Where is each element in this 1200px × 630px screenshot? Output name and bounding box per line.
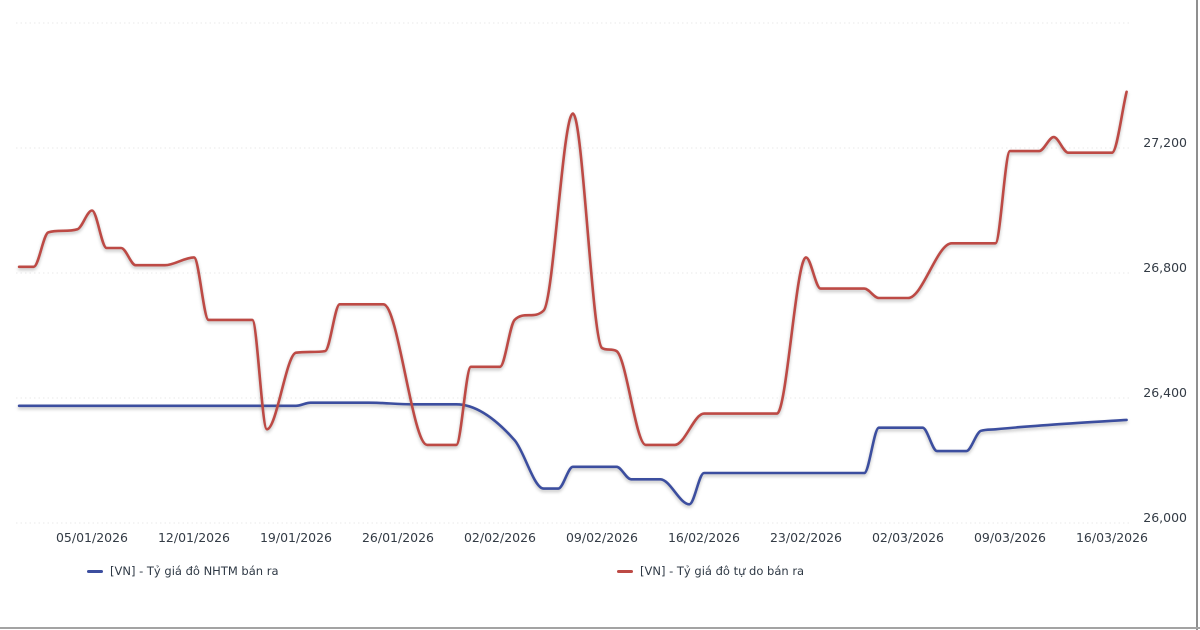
x-tick-label: 02/03/2026 bbox=[871, 530, 945, 545]
x-tick-label: 09/03/2026 bbox=[973, 530, 1047, 545]
legend-item-tudo[interactable]: [VN] - Tỷ giá đô tự do bán ra bbox=[617, 563, 804, 579]
x-tick-label: 05/01/2026 bbox=[55, 530, 129, 545]
x-tick-label: 26/01/2026 bbox=[361, 530, 435, 545]
legend-label-nhtm: [VN] - Tỷ giá đô NHTM bán ra bbox=[110, 564, 279, 578]
y-tick-label: 26,800 bbox=[1143, 260, 1187, 275]
x-tick-label: 19/01/2026 bbox=[259, 530, 333, 545]
x-tick-label: 02/02/2026 bbox=[463, 530, 537, 545]
legend-line-marker-red bbox=[617, 569, 633, 573]
series-line-tudo bbox=[17, 90, 1128, 447]
y-tick-label: 26,000 bbox=[1143, 510, 1187, 525]
x-tick-label: 16/03/2026 bbox=[1075, 530, 1149, 545]
window-bottom-border bbox=[0, 627, 1200, 629]
x-tick-label: 16/02/2026 bbox=[667, 530, 741, 545]
y-tick-label: 27,200 bbox=[1143, 135, 1187, 150]
x-tick-label: 09/02/2026 bbox=[565, 530, 639, 545]
legend-item-nhtm[interactable]: [VN] - Tỷ giá đô NHTM bán ra bbox=[87, 563, 279, 579]
legend-line-marker-blue bbox=[87, 569, 103, 573]
series-line-nhtm bbox=[17, 401, 1128, 506]
y-tick-label: 26,400 bbox=[1143, 385, 1187, 400]
x-tick-label: 12/01/2026 bbox=[157, 530, 231, 545]
window-right-border bbox=[1196, 0, 1198, 630]
x-tick-label: 23/02/2026 bbox=[769, 530, 843, 545]
legend-label-tudo: [VN] - Tỷ giá đô tự do bán ra bbox=[640, 564, 805, 578]
